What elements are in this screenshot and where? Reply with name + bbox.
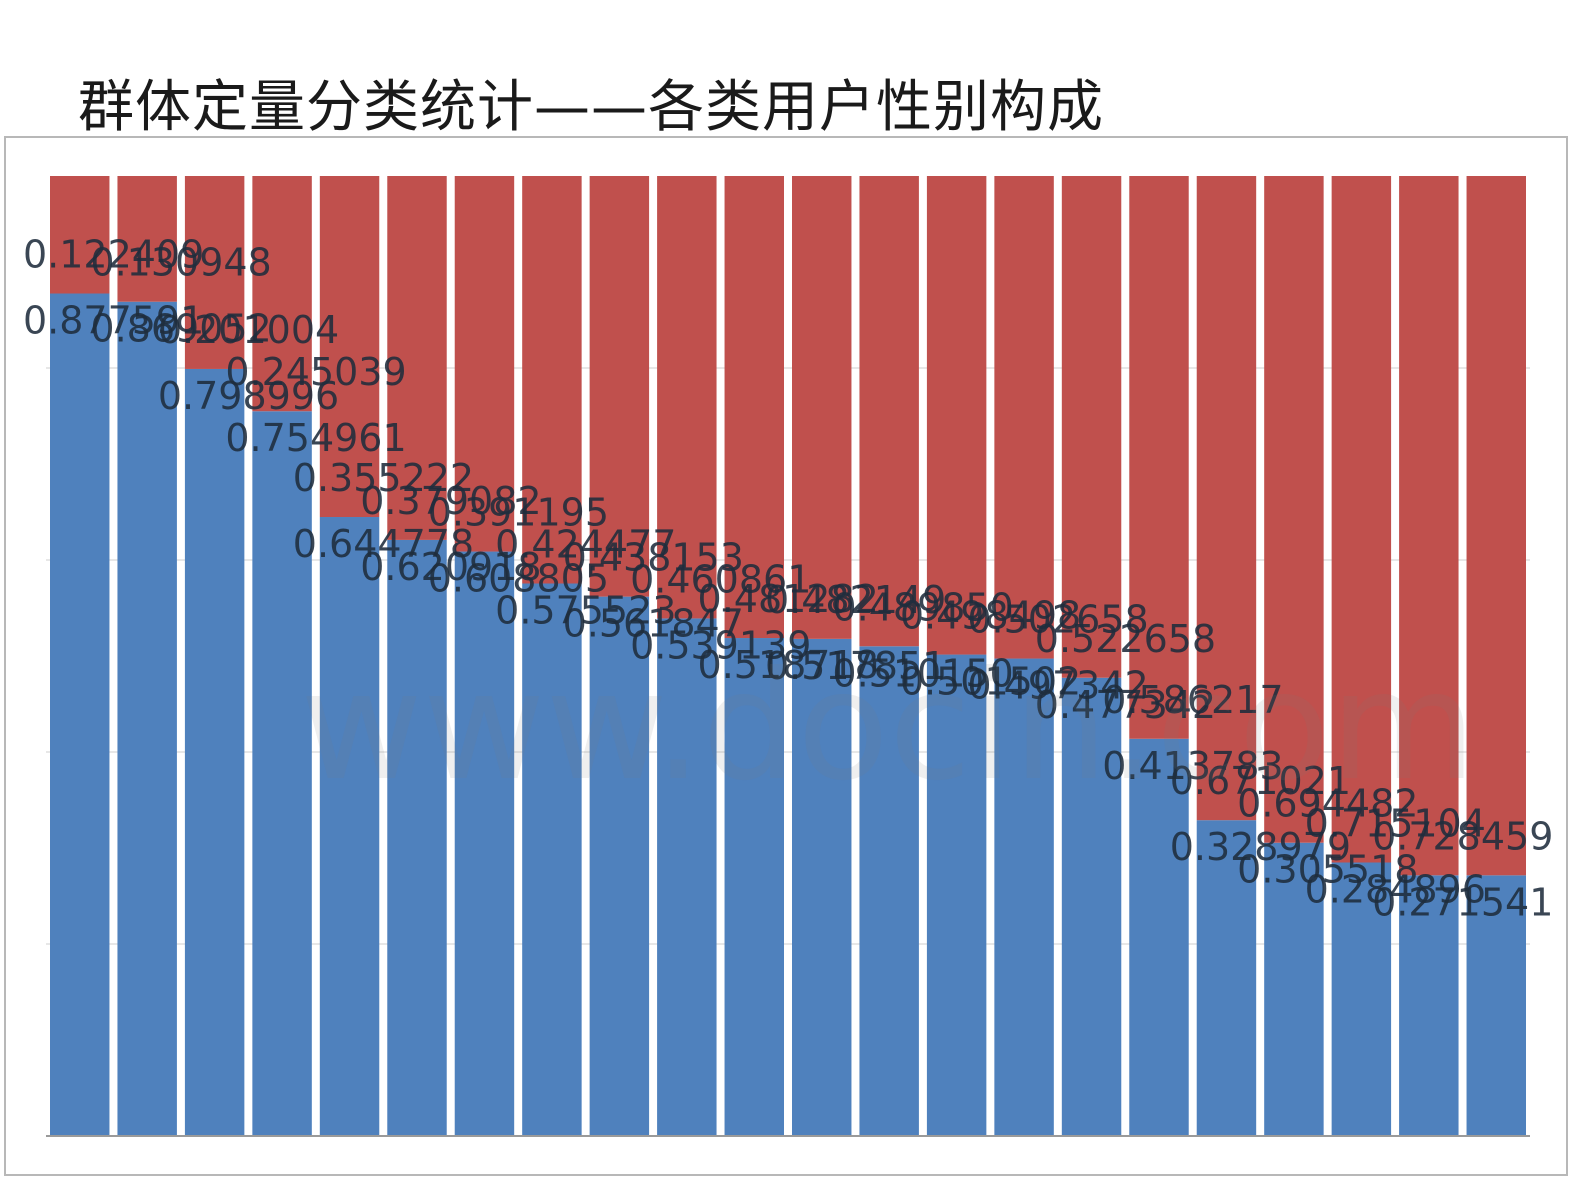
bar-segment-top <box>50 176 110 294</box>
data-label-bottom: 0.608805 <box>428 557 609 601</box>
bar-segment-bottom <box>1466 875 1526 1136</box>
data-label-bottom: 0.620918 <box>360 545 541 589</box>
data-label-top: 0.728459 <box>1372 814 1553 858</box>
bar-segment-top <box>522 176 582 584</box>
stacked-bar-chart: 0.877591 0.122409 0.869052 0.130948 0.798996… <box>23 176 1553 1137</box>
data-label-bottom: 0.518718 <box>698 643 879 687</box>
data-label-bottom: 0.517851 <box>765 644 946 688</box>
data-label-bottom: 0.305518 <box>1237 848 1418 892</box>
bar-segment-top <box>319 176 380 518</box>
bar-segment-top <box>926 176 987 655</box>
data-label-bottom: 0.869052 <box>90 307 271 351</box>
data-label-top: 0.694482 <box>1237 782 1418 826</box>
bar-segment-top <box>1399 176 1459 876</box>
data-label-top: 0.460861 <box>630 557 811 601</box>
bar-segment-bottom <box>926 654 987 1136</box>
bar-segment-bottom <box>117 301 177 1136</box>
bar-segment-bottom <box>1264 842 1324 1136</box>
data-label-top: 0.391195 <box>428 491 609 535</box>
bar-segment-top <box>792 176 852 639</box>
data-label-bottom: 0.575523 <box>495 588 676 632</box>
data-label-bottom: 0.413783 <box>1102 744 1283 788</box>
bar-segment-top <box>1466 176 1526 876</box>
chart-frame: 0.877591 0.122409 0.869052 0.130948 0.798996… <box>4 136 1568 1176</box>
bar-segment-bottom <box>724 638 784 1136</box>
bar-segment-bottom <box>319 517 380 1136</box>
data-label-top: 0.379082 <box>360 479 541 523</box>
bar-segment-top <box>1061 176 1122 678</box>
bar-segment-top <box>1129 176 1189 739</box>
data-label-bottom: 0.271541 <box>1372 880 1553 924</box>
bar-segment-bottom <box>1129 738 1189 1136</box>
bar-segment-bottom <box>589 596 650 1136</box>
data-label-top: 0.424477 <box>495 522 676 566</box>
bar-segment-top <box>117 176 177 302</box>
data-label-top: 0.201004 <box>158 308 339 352</box>
data-label-top: 0.438153 <box>563 536 744 580</box>
data-label-top: 0.671021 <box>1170 759 1351 803</box>
data-label-top: 0.522658 <box>1035 617 1216 661</box>
data-label-top: 0.715104 <box>1305 801 1486 845</box>
data-label-top: 0.122409 <box>23 233 204 277</box>
bar-segment-top <box>1264 176 1324 843</box>
bar-segment-top <box>252 176 312 412</box>
bar-segment-bottom <box>1331 862 1392 1136</box>
bar-segment-top <box>387 176 447 540</box>
bar-segment-top <box>1196 176 1257 821</box>
data-label-bottom: 0.539139 <box>630 623 811 667</box>
bar-segment-bottom <box>522 583 582 1136</box>
data-label-bottom: 0.497342 <box>967 664 1148 708</box>
bar-segment-bottom <box>252 411 312 1136</box>
bar-segment-bottom <box>859 646 919 1136</box>
bar-segment-bottom <box>994 658 1054 1136</box>
data-label-top: 0.481282 <box>698 577 879 621</box>
bar-segment-top <box>184 176 245 369</box>
bar-segment-bottom <box>1196 820 1257 1136</box>
bar-segment-bottom <box>387 539 447 1136</box>
data-labels: 0.877591 0.122409 0.869052 0.130948 0.798996… <box>23 233 1553 925</box>
bar-segment-bottom <box>50 293 110 1136</box>
data-label-bottom: 0.501502 <box>900 660 1081 704</box>
bar-segment-bottom <box>1399 875 1459 1136</box>
data-label-top: 0.489850 <box>832 585 1013 629</box>
data-label-top: 0.130948 <box>90 241 271 285</box>
bars <box>50 176 1526 1136</box>
data-label-bottom: 0.477342 <box>1035 683 1216 727</box>
data-label-bottom: 0.328979 <box>1170 825 1351 869</box>
bar-segment-bottom <box>657 618 717 1136</box>
slide-title: 群体定量分类统计——各类用户性别构成 <box>78 75 1104 140</box>
data-label-bottom: 0.561847 <box>563 602 744 646</box>
data-label-bottom: 0.798996 <box>158 374 339 418</box>
bar-segment-top <box>859 176 919 647</box>
data-label-top: 0.482149 <box>765 578 946 622</box>
bar-segment-bottom <box>1061 677 1122 1136</box>
data-label-top: 0.245039 <box>225 350 406 394</box>
bar-segment-bottom <box>792 638 852 1136</box>
bar-segment-top <box>454 176 515 552</box>
data-label-top: 0.502658 <box>967 598 1148 642</box>
bar-segment-top <box>724 176 784 639</box>
bar-segment-top <box>657 176 717 619</box>
bar-segment-bottom <box>184 368 245 1136</box>
bar-segment-top <box>1331 176 1392 863</box>
data-label-top: 0.355222 <box>293 456 474 500</box>
data-label-top: 0.586217 <box>1102 678 1283 722</box>
data-label-top: 0.498498 <box>900 594 1081 638</box>
bar-segment-top <box>994 176 1054 659</box>
data-label-bottom: 0.644778 <box>293 522 474 566</box>
data-label-bottom: 0.754961 <box>225 416 406 460</box>
data-label-bottom: 0.284896 <box>1305 867 1486 911</box>
data-label-bottom: 0.510150 <box>832 651 1013 695</box>
bar-segment-top <box>589 176 650 597</box>
bar-segment-bottom <box>454 551 515 1136</box>
data-label-bottom: 0.877591 <box>23 299 204 343</box>
